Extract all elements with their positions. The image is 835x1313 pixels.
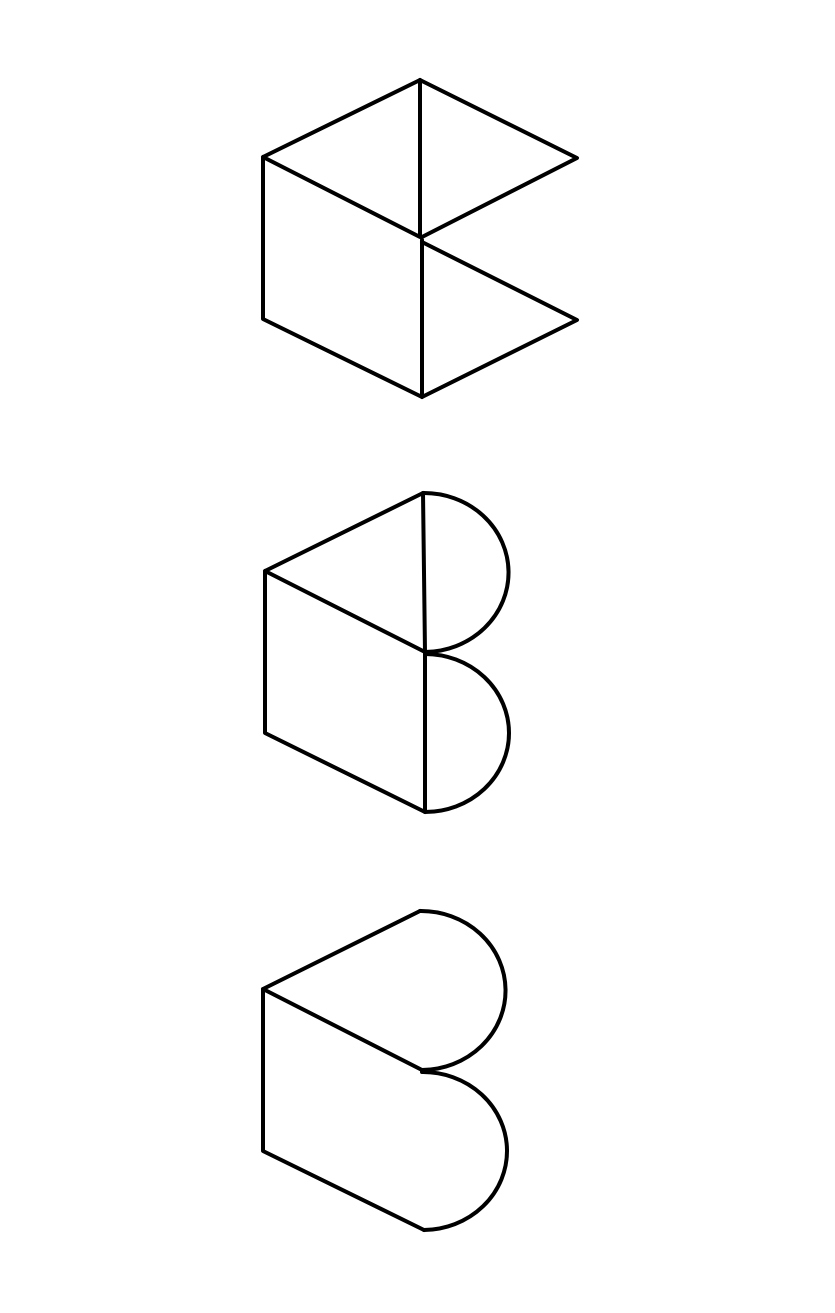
figure-top-upper-triangle-wing	[418, 78, 579, 239]
figure-top-lower-triangle-wing	[420, 240, 579, 399]
figure-bottom-lower-semicircle-wing	[420, 1069, 509, 1232]
figure-middle-upper-semicircle-wing	[421, 490, 511, 654]
figure-bottom-upper-semicircle-wing	[418, 908, 508, 1072]
figure-middle-lower-semicircle-wing	[423, 652, 511, 814]
figure-bottom	[261, 908, 509, 1232]
figure-top	[261, 78, 579, 399]
figure-middle	[263, 490, 511, 814]
figure-bottom-left-outline	[261, 909, 426, 1232]
